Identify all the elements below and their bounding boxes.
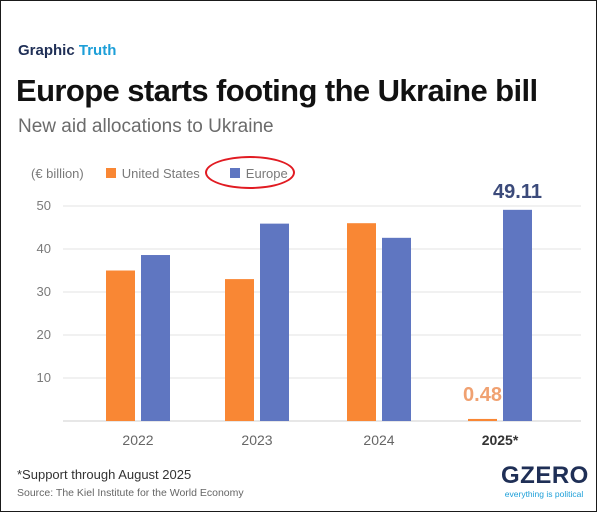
bar-us-2022 bbox=[106, 270, 135, 421]
legend-label-us: United States bbox=[121, 165, 200, 181]
unit-label: (€ billion) bbox=[31, 165, 84, 181]
kicker-accent: Truth bbox=[78, 42, 117, 59]
bar-europe-2024 bbox=[382, 237, 411, 421]
highlight-circle bbox=[205, 156, 295, 189]
y-tick-label: 40 bbox=[37, 241, 51, 256]
bar-us-2025 bbox=[468, 418, 497, 421]
x-tick-label: 2024 bbox=[363, 432, 394, 448]
bar-europe-2022 bbox=[141, 255, 170, 421]
kicker-main: Graphic bbox=[18, 42, 75, 59]
kicker: Graphic Truth bbox=[18, 42, 116, 59]
data-label: 0.48 bbox=[463, 384, 502, 406]
y-tick-label: 30 bbox=[37, 284, 51, 299]
y-tick-label: 20 bbox=[37, 327, 51, 342]
source: Source: The Kiel Institute for the World… bbox=[17, 487, 244, 499]
bar-us-2023 bbox=[225, 279, 254, 421]
legend-item-us: United States bbox=[105, 165, 200, 181]
logo-wordmark: GZERO bbox=[501, 462, 589, 489]
data-label: 49.11 bbox=[493, 181, 542, 203]
bar-us-2024 bbox=[347, 223, 376, 421]
y-tick-label: 50 bbox=[37, 198, 51, 213]
x-tick-label: 2023 bbox=[241, 432, 272, 448]
logo-tagline: everything is political bbox=[504, 489, 584, 499]
legend-swatch-us bbox=[105, 168, 116, 178]
footnote: *Support through August 2025 bbox=[17, 467, 192, 482]
x-tick-label: 2025* bbox=[482, 432, 519, 448]
chart-subtitle: New aid allocations to Ukraine bbox=[18, 116, 274, 137]
bar-chart: 10 20 30 40 50 2022 2023 2024 2025* 0.48 49.11 bbox=[37, 181, 581, 448]
bar-europe-2025 bbox=[503, 209, 532, 421]
x-tick-label: 2022 bbox=[122, 432, 153, 448]
bar-europe-2023 bbox=[260, 223, 289, 421]
chart-title: Europe starts footing the Ukraine bill bbox=[16, 73, 538, 108]
gzero-logo: GZERO everything is political bbox=[501, 462, 589, 500]
y-tick-label: 10 bbox=[37, 370, 51, 385]
